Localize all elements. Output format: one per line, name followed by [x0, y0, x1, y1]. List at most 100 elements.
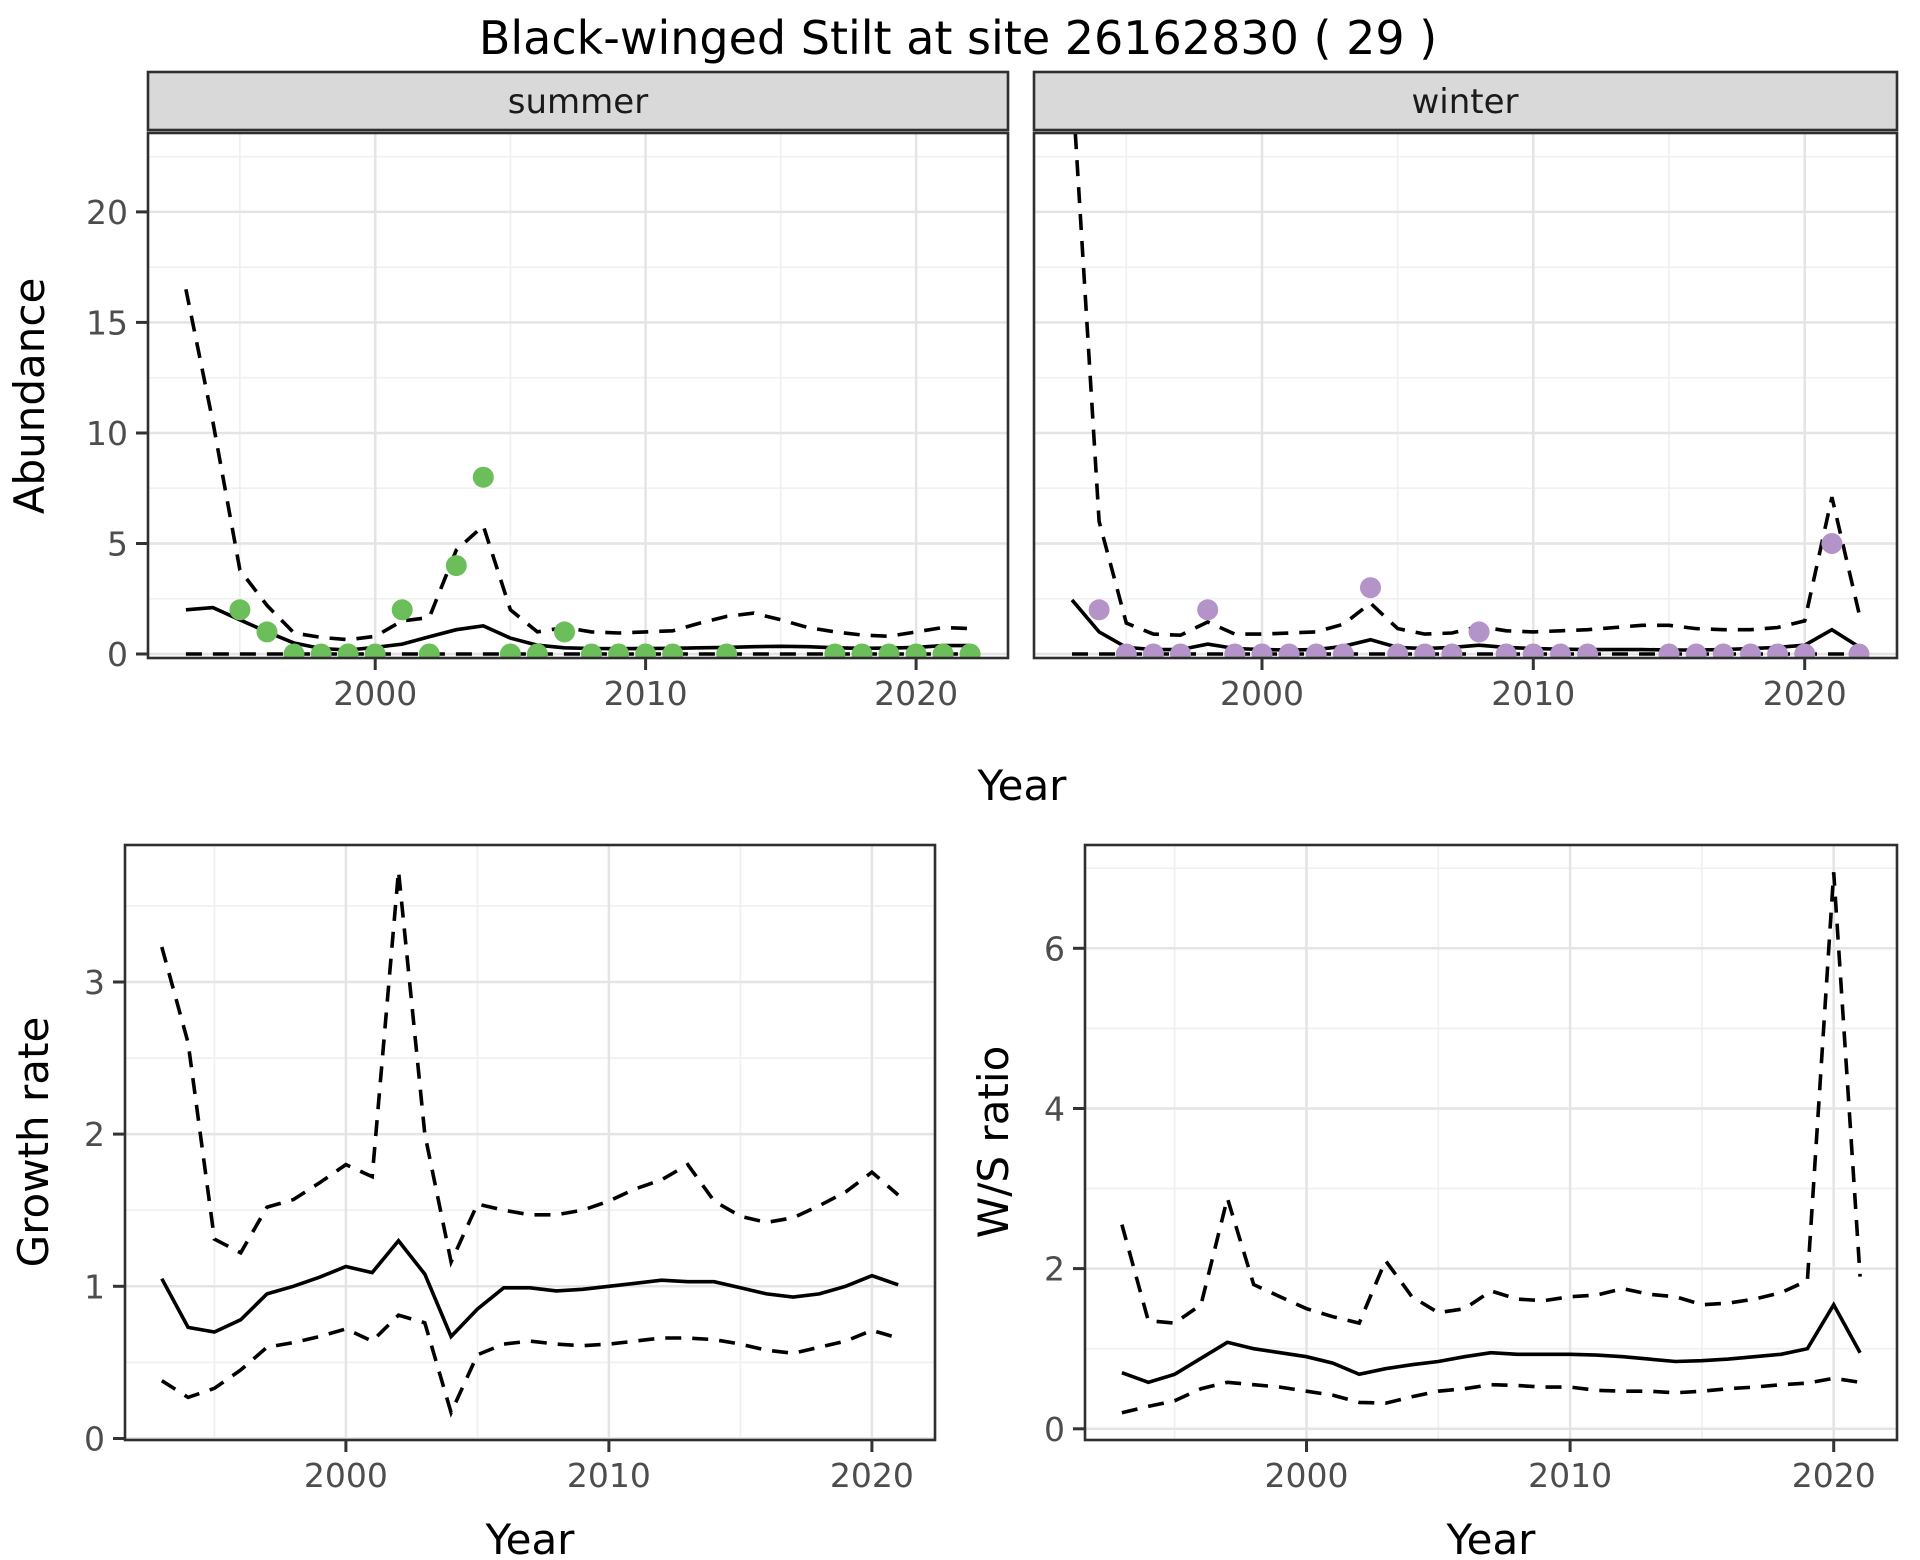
- strip-background-summer: [146, 70, 1010, 132]
- y-tick-label: 15: [86, 303, 128, 342]
- strip-label-summer: summer: [508, 82, 648, 122]
- series-layer: [1120, 872, 1862, 1415]
- data-point: [554, 621, 575, 643]
- mean-line: [1121, 1301, 1862, 1385]
- x-tick-label: 2020: [830, 1456, 914, 1495]
- data-point: [418, 643, 440, 658]
- data-point: [1441, 643, 1463, 658]
- y-tick-label: 0: [1044, 1410, 1065, 1449]
- data-point: [1740, 643, 1761, 658]
- data-point: [851, 643, 873, 658]
- upper-ci-line: [1120, 872, 1862, 1326]
- strip-label-winter: winter: [1411, 82, 1518, 122]
- data-point: [824, 643, 846, 658]
- data-point: [1577, 643, 1599, 658]
- data-point: [1251, 643, 1273, 658]
- data-point: [1712, 643, 1734, 658]
- lower-ci-line: [1121, 1376, 1861, 1415]
- data-point: [256, 621, 278, 643]
- panel-border: [1083, 843, 1899, 1442]
- data-point: [1224, 643, 1246, 658]
- data-point: [581, 643, 602, 658]
- y-tick-label: 4: [1044, 1090, 1065, 1129]
- data-point: [1115, 643, 1137, 658]
- series-layer: [1070, 133, 1870, 658]
- data-point: [932, 643, 954, 658]
- y-tick-label: 2: [1044, 1250, 1065, 1289]
- data-point: [635, 643, 657, 658]
- data-point: [1550, 643, 1571, 658]
- data-point: [1658, 643, 1680, 658]
- figure-title: Black-winged Stilt at site 26162830 ( 29…: [479, 11, 1437, 65]
- panel-growth-rate: 2000 2010 2020 0 1 2 3: [84, 843, 937, 1495]
- data-point: [1142, 643, 1164, 658]
- data-point: [878, 643, 900, 658]
- data-point: [1848, 643, 1870, 658]
- upper-ci-line: [160, 870, 900, 1268]
- panel-border: [146, 131, 1010, 660]
- data-point: [1495, 643, 1517, 658]
- y-tick-label: 1: [84, 1267, 105, 1306]
- x-tick-label: 2020: [1792, 1456, 1876, 1495]
- panel-abundance-summer: 2000 2010 2020 0 5 10 15 20: [86, 131, 1010, 713]
- data-point: [283, 643, 305, 658]
- x-tick-label: 2000: [333, 674, 417, 713]
- data-point: [1278, 643, 1300, 658]
- mean-line: [160, 1237, 899, 1340]
- data-point: [499, 643, 521, 658]
- data-point: [1468, 621, 1490, 643]
- data-point: [1522, 643, 1544, 658]
- data-point: [608, 643, 630, 658]
- data-point: [1360, 577, 1381, 599]
- x-tick-label: 2000: [1265, 1456, 1349, 1495]
- y-axis-title-abundance: Abundance: [5, 278, 54, 515]
- panel-background: [125, 845, 935, 1440]
- data-point: [391, 599, 413, 621]
- y-tick-label: 10: [86, 414, 128, 453]
- y-tick-label: 2: [84, 1115, 105, 1154]
- y-tick-label: 0: [84, 1420, 105, 1459]
- data-point: [445, 555, 467, 577]
- data-point: [229, 599, 251, 621]
- data-point: [1332, 643, 1354, 658]
- x-axis-title-top: Year: [977, 761, 1068, 810]
- panel-border: [1032, 131, 1899, 660]
- lower-ci-line: [160, 1313, 899, 1418]
- upper-ci-line: [1073, 133, 1861, 638]
- x-tick-label: 2000: [304, 1456, 388, 1495]
- x-tick-label: 2010: [567, 1456, 651, 1495]
- x-axis-title-ws-ratio: Year: [1446, 1515, 1537, 1560]
- y-tick-label: 3: [84, 963, 105, 1002]
- panel-background: [1085, 845, 1897, 1440]
- y-axis-title-growth-rate: Growth rate: [9, 1017, 58, 1268]
- data-point: [959, 643, 981, 658]
- data-point: [472, 466, 494, 488]
- upper-ci-line: [184, 288, 971, 642]
- x-tick-label: 2010: [604, 674, 688, 713]
- data-point: [310, 643, 332, 658]
- panel-abundance-winter: 2000 2010 2020: [1032, 131, 1899, 713]
- data-point: [662, 643, 684, 658]
- y-tick-label: 6: [1044, 929, 1065, 968]
- data-point: [526, 643, 548, 658]
- data-point: [1767, 643, 1789, 658]
- facet-strip-summer: summer: [146, 70, 1010, 132]
- x-tick-label: 2020: [874, 674, 958, 713]
- data-point: [1685, 643, 1707, 658]
- x-tick-label: 2010: [1491, 674, 1575, 713]
- data-point: [1794, 643, 1816, 658]
- data-point: [716, 643, 738, 658]
- facet-strip-winter: winter: [1032, 70, 1899, 132]
- data-point: [1305, 643, 1327, 658]
- data-point: [1197, 599, 1219, 621]
- y-axis-title-ws-ratio: W/S ratio: [969, 1046, 1018, 1239]
- data-point: [905, 643, 927, 658]
- y-tick-label: 5: [107, 525, 128, 564]
- strip-background-winter: [1032, 70, 1899, 132]
- series-layer: [184, 288, 981, 658]
- y-tick-label: 20: [86, 193, 128, 232]
- data-point: [1088, 599, 1110, 621]
- x-tick-label: 2020: [1763, 674, 1847, 713]
